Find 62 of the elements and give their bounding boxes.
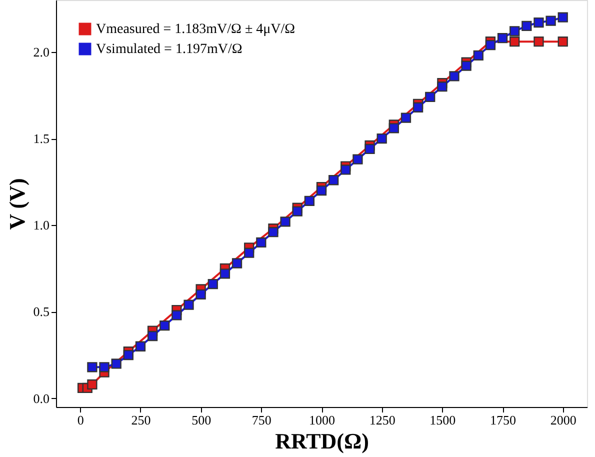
point bbox=[328, 175, 339, 186]
point bbox=[534, 36, 544, 47]
x-tick-label: 250 bbox=[131, 412, 151, 428]
point bbox=[256, 237, 266, 248]
point bbox=[160, 320, 170, 331]
point bbox=[123, 350, 134, 360]
point bbox=[510, 26, 520, 36]
point bbox=[546, 16, 556, 26]
point bbox=[388, 123, 399, 134]
point bbox=[87, 379, 98, 390]
y-tick-label: 1.0 bbox=[33, 218, 50, 233]
point bbox=[292, 206, 302, 216]
point bbox=[473, 50, 484, 60]
x-tick-label: 1500 bbox=[430, 412, 456, 428]
point bbox=[558, 36, 568, 47]
point bbox=[99, 362, 110, 372]
x-axis-title: RRTD(Ω) bbox=[275, 428, 369, 454]
x-tick-label: 500 bbox=[192, 412, 212, 428]
x-tick-label: 750 bbox=[252, 412, 272, 428]
point bbox=[485, 40, 496, 50]
point bbox=[497, 33, 508, 44]
point bbox=[437, 82, 448, 92]
point bbox=[461, 60, 472, 71]
point bbox=[208, 278, 218, 290]
point bbox=[376, 133, 387, 144]
point bbox=[522, 20, 532, 32]
point bbox=[510, 36, 520, 47]
point bbox=[184, 300, 194, 310]
x-tick-label: 0 bbox=[77, 412, 84, 428]
point bbox=[87, 362, 98, 372]
x-tick-label: 1750 bbox=[490, 412, 516, 428]
point bbox=[534, 17, 544, 28]
point bbox=[111, 358, 122, 369]
point bbox=[364, 144, 375, 154]
point bbox=[304, 196, 315, 206]
y-tick-label: 0.0 bbox=[33, 390, 50, 406]
point bbox=[147, 330, 158, 342]
point bbox=[172, 310, 182, 320]
legend-label: Vsimulated = 1.197mV/Ω bbox=[96, 42, 242, 57]
point bbox=[220, 268, 230, 279]
x-tick-label: 2000 bbox=[550, 412, 576, 428]
point bbox=[352, 154, 363, 164]
y-axis-title: V (V) bbox=[4, 178, 30, 230]
y-tick-label: 1.5 bbox=[33, 131, 50, 146]
point bbox=[280, 216, 290, 227]
point bbox=[558, 12, 568, 22]
y-tick-label: 0.5 bbox=[33, 304, 50, 320]
x-tick-label: 1000 bbox=[309, 412, 335, 428]
point bbox=[268, 227, 278, 238]
point bbox=[449, 71, 460, 82]
point bbox=[244, 248, 254, 258]
point bbox=[196, 289, 206, 300]
y-tick-label: 2.0 bbox=[33, 44, 50, 60]
point bbox=[340, 164, 351, 175]
x-tick-label: 1250 bbox=[369, 412, 396, 428]
point bbox=[425, 92, 436, 102]
point bbox=[400, 112, 412, 123]
point bbox=[412, 102, 424, 112]
legend-label: Vmeasured = 1.183mV/Ω ± 4μV/Ω bbox=[96, 22, 296, 37]
point bbox=[232, 258, 242, 268]
point bbox=[135, 341, 146, 352]
point bbox=[316, 185, 327, 196]
